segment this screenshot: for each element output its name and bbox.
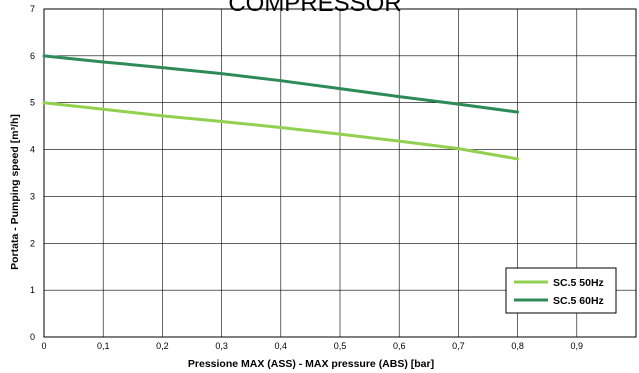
x-axis-ticks: 0 0,1 0,2 0,3 0,4 0,5 0,6 0,7 0,8 0,9 (41, 341, 583, 351)
x-tick-label: 0,1 (97, 341, 110, 351)
y-tick-label: 0 (30, 332, 35, 342)
x-tick-label: 0 (41, 341, 46, 351)
legend: SC.5 50Hz SC.5 60Hz (505, 267, 617, 314)
x-tick-label: 0,9 (571, 341, 584, 351)
plot-area (43, 8, 637, 338)
x-axis-title: Pressione MAX (ASS) - MAX pressure (ABS)… (188, 358, 434, 370)
x-tick-label: 0,3 (215, 341, 228, 351)
plot-border (43, 8, 637, 338)
series-line-60hz (42, 54, 520, 114)
y-tick-label: 6 (30, 51, 35, 61)
x-tick-label: 0,2 (156, 341, 169, 351)
y-tick-label: 5 (30, 98, 35, 108)
x-tick-label: 0,5 (334, 341, 347, 351)
legend-box (505, 267, 617, 314)
legend-label: SC.5 50Hz (553, 277, 604, 289)
y-tick-label: 7 (30, 4, 35, 14)
y-tick-label: 2 (30, 238, 35, 248)
series-line-50hz (42, 101, 520, 161)
y-tick-label: 1 (30, 285, 35, 295)
x-tick-label: 0,7 (452, 341, 465, 351)
x-tick-label: 0,8 (511, 341, 524, 351)
x-tick-label: 0,6 (393, 341, 406, 351)
series-layer (42, 54, 520, 161)
chart-title: COMPRESSOR (228, 0, 401, 17)
y-axis-title: Portata - Pumping speed [m³/h] (9, 114, 21, 270)
x-tick-label: 0,4 (275, 341, 288, 351)
y-tick-label: 4 (30, 145, 35, 155)
y-axis-ticks: 0 1 2 3 4 5 6 7 (30, 4, 35, 342)
y-tick-label: 3 (30, 191, 35, 201)
legend-label: SC.5 60Hz (553, 295, 604, 307)
